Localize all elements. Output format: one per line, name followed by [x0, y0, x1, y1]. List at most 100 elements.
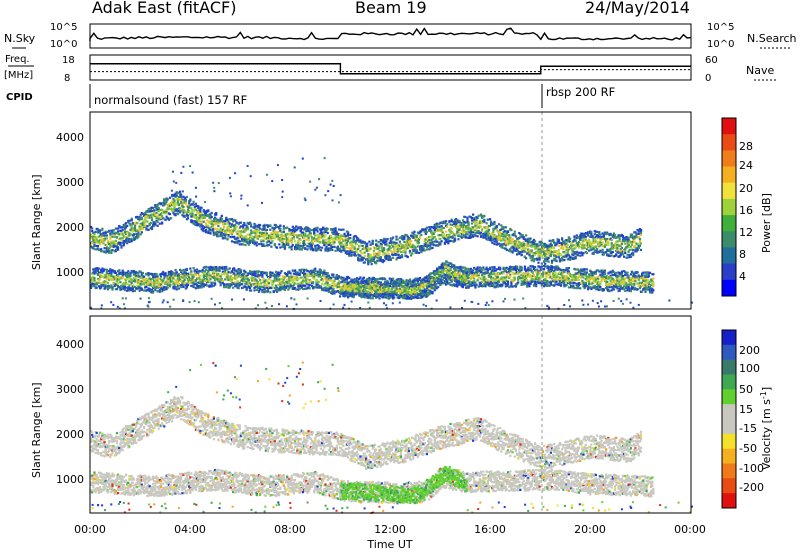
echo-cell [249, 270, 251, 272]
echo-cell [553, 247, 555, 249]
echo-cell [349, 234, 351, 236]
echo-cell [96, 283, 98, 285]
echo-cell [571, 248, 573, 250]
echo-cell [472, 214, 474, 216]
echo-cell [111, 233, 113, 235]
echo-cell [623, 256, 625, 258]
echo-cell [411, 252, 413, 254]
echo-cell [250, 225, 252, 227]
echo-cell [333, 241, 335, 243]
echo-cell [305, 239, 307, 241]
echo-cell [614, 234, 616, 236]
echo-cell [110, 279, 112, 281]
echo-cell [459, 232, 461, 234]
echo-cell [453, 225, 455, 227]
echo-cell [515, 235, 517, 237]
echo-cell [464, 222, 466, 224]
echo-cell [501, 233, 503, 235]
echo-cell [180, 202, 182, 204]
echo-cell [560, 254, 562, 256]
echo-cell [413, 234, 415, 236]
echo-cell [190, 285, 192, 287]
echo-cell [585, 236, 587, 238]
echo-cell [548, 257, 550, 259]
echo-cell [444, 242, 446, 244]
echo-cell [140, 277, 142, 279]
echo-cell [301, 228, 303, 230]
echo-cell [483, 221, 485, 223]
echo-cell [436, 223, 438, 225]
echo-cell [525, 234, 527, 236]
echo-cell [306, 248, 308, 250]
echo-cell [430, 226, 432, 228]
echo-cell [173, 200, 175, 202]
echo-cell [581, 233, 583, 235]
echo-cell [231, 240, 233, 242]
echo-cell [321, 283, 323, 285]
echo-cell [158, 282, 160, 284]
echo-cell [294, 269, 296, 271]
echo-cell [507, 230, 509, 232]
echo-cell [269, 225, 271, 227]
echo-cell [400, 251, 402, 253]
echo-cell [313, 230, 315, 232]
echo-cell [274, 243, 276, 245]
echo-cell [602, 249, 604, 251]
echo-cell [501, 245, 503, 247]
echo-cell [222, 237, 224, 239]
echo-cell [337, 286, 339, 288]
echo-cell [447, 242, 449, 244]
echo-cell [304, 285, 306, 287]
echo-cell [107, 277, 109, 279]
echo-cell [415, 247, 417, 249]
echo-cell [434, 231, 436, 233]
echo-cell [224, 237, 226, 239]
echo-cell [117, 246, 119, 248]
echo-cell [123, 244, 125, 246]
echo-cell [148, 229, 150, 231]
echo-cell [326, 246, 328, 248]
echo-cell [128, 284, 130, 286]
echo-cell [180, 270, 182, 272]
echo-cell [224, 270, 226, 272]
echo-cell [221, 273, 223, 275]
echo-cell [512, 238, 514, 240]
echo-cell [451, 228, 453, 230]
echo-cell [247, 227, 249, 229]
nsearch-label: N.Search [747, 32, 797, 45]
echo-cell [493, 223, 495, 225]
echo-cell [239, 282, 241, 284]
echo-cell [190, 207, 192, 209]
echo-cell [530, 238, 532, 240]
echo-cell [504, 240, 506, 242]
echo-cell [328, 244, 330, 246]
echo-cell [329, 284, 331, 286]
echo-cell [308, 282, 310, 284]
echo-cell [237, 237, 239, 239]
echo-cell [522, 234, 524, 236]
echo-cell [278, 243, 280, 245]
echo-cell [106, 269, 108, 271]
echo-cell [353, 239, 355, 241]
echo-cell [127, 270, 129, 272]
echo-cell [310, 280, 312, 282]
echo-cell [335, 250, 337, 252]
echo-cell [193, 267, 195, 269]
echo-cell [124, 289, 126, 291]
echo-cell [158, 210, 160, 212]
echo-cell [364, 241, 366, 243]
echo-cell [291, 248, 293, 250]
echo-cell [310, 248, 312, 250]
echo-cell [498, 223, 500, 225]
echo-cell [128, 280, 130, 282]
echo-cell [259, 228, 261, 230]
echo-cell [116, 288, 118, 290]
echo-cell [342, 243, 344, 245]
echo-cell [93, 277, 95, 279]
echo-cell [388, 253, 390, 255]
echo-cell [294, 282, 296, 284]
echo-cell [95, 272, 97, 274]
echo-cell [189, 213, 191, 215]
echo-cell [347, 233, 349, 235]
echo-cell [229, 286, 231, 288]
